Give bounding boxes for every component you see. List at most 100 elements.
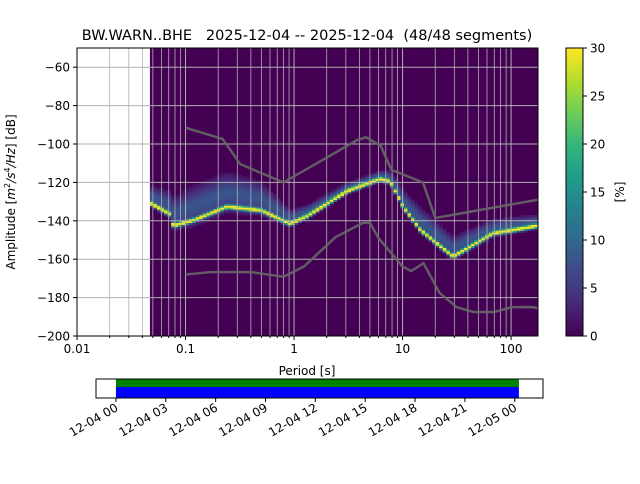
heatmap-cell — [463, 241, 468, 245]
heatmap-cell — [238, 188, 242, 191]
heatmap-cell — [513, 220, 518, 224]
heatmap-cell — [174, 213, 179, 216]
heatmap-cell — [227, 209, 232, 212]
y-tick-label: −100 — [37, 138, 70, 152]
heatmap-cell — [255, 182, 260, 185]
heatmap-cell — [509, 222, 514, 225]
heatmap-cell — [386, 178, 391, 181]
heatmap-cell — [379, 174, 384, 177]
heatmap-cell — [220, 193, 225, 197]
heatmap-cell — [446, 243, 451, 247]
heatmap-cell — [241, 195, 246, 199]
heatmap-cell — [403, 209, 408, 212]
heatmap-cell — [495, 220, 500, 224]
heatmap-cell — [453, 257, 458, 260]
heatmap-cell — [195, 195, 200, 199]
heatmap-cell — [195, 211, 200, 214]
heatmap-cell — [224, 188, 228, 191]
heatmap-cell — [312, 209, 317, 212]
heatmap-cell — [354, 178, 359, 181]
heatmap-cell — [266, 211, 271, 214]
heatmap-cell — [428, 220, 433, 224]
heatmap-cell — [206, 203, 211, 206]
heatmap-cell — [506, 218, 511, 222]
heatmap-cell — [266, 195, 271, 199]
heatmap-cell — [534, 215, 538, 218]
heatmap-cell — [252, 190, 257, 193]
heatmap-cell — [453, 241, 458, 245]
heatmap-cell — [269, 195, 274, 199]
heatmap-cell — [527, 228, 532, 231]
heatmap-cell — [432, 220, 436, 224]
heatmap-cell — [202, 205, 207, 208]
heatmap-cell — [435, 232, 440, 235]
heatmap-cell — [428, 238, 433, 241]
heatmap-cell — [220, 199, 225, 202]
heatmap-cell — [361, 182, 366, 185]
heatmap-cell — [301, 213, 306, 216]
colorbar-tick-label: 15 — [590, 186, 605, 200]
heatmap-cell — [262, 211, 267, 214]
heatmap-cell — [365, 184, 369, 187]
heatmap-cell — [195, 209, 200, 212]
heatmap-cell — [463, 247, 468, 250]
heatmap-cell — [234, 182, 239, 185]
heatmap-cell — [301, 218, 306, 222]
heatmap-cell — [439, 226, 444, 229]
heatmap-cell — [523, 222, 528, 225]
heatmap-cell — [227, 174, 232, 177]
heatmap-cell — [220, 174, 225, 177]
heatmap-cell — [241, 205, 246, 208]
heatmap-cell — [153, 188, 158, 191]
heatmap-cell — [428, 230, 433, 233]
heatmap-cell — [428, 215, 433, 218]
nlnm-line — [185, 221, 538, 314]
heatmap-cell — [428, 228, 433, 231]
heatmap-cell — [181, 203, 186, 206]
heatmap-cell — [280, 201, 285, 204]
heatmap-cell — [435, 234, 440, 237]
heatmap-cell — [463, 240, 468, 243]
heatmap-cell — [509, 230, 514, 233]
heatmap-cell — [231, 186, 235, 189]
heatmap-cell — [255, 192, 260, 195]
heatmap-cell — [305, 213, 309, 216]
heatmap-cell — [442, 228, 447, 231]
heatmap-cell — [156, 205, 161, 208]
heatmap-cell — [192, 203, 197, 206]
coverage-tick-label: 12-05 00 — [466, 400, 520, 439]
heatmap-cell — [439, 243, 444, 247]
heatmap-cell — [199, 215, 204, 218]
heatmap-cell — [185, 207, 190, 210]
heatmap-cell — [516, 228, 521, 231]
heatmap-cell — [428, 226, 433, 229]
heatmap-cell — [298, 215, 302, 218]
heatmap-cell — [329, 190, 334, 193]
heatmap-cell — [266, 193, 271, 197]
heatmap-cell — [467, 241, 472, 245]
heatmap-cell — [534, 218, 538, 222]
heatmap-cell — [435, 224, 440, 227]
heatmap-cell — [478, 230, 482, 233]
heatmap-cell — [213, 216, 218, 220]
heatmap-cell — [418, 218, 422, 222]
x-tick-label: 0.1 — [176, 342, 195, 356]
heatmap-cell — [213, 184, 218, 187]
heatmap-cell — [432, 228, 436, 231]
heatmap-cell — [185, 222, 190, 225]
heatmap-cell — [213, 193, 218, 197]
heatmap-cell — [414, 224, 419, 227]
heatmap-cell — [167, 199, 172, 202]
heatmap-cell — [195, 205, 200, 208]
heatmap-cell — [231, 211, 235, 214]
heatmap-cell — [308, 205, 313, 208]
heatmap-cell — [488, 236, 493, 239]
heatmap-cell — [216, 188, 221, 191]
heatmap-cell — [396, 182, 401, 185]
heatmap-cell — [470, 241, 475, 245]
heatmap-cell — [199, 184, 204, 187]
heatmap-cell — [216, 211, 221, 214]
heatmap-cell — [227, 205, 232, 208]
heatmap-cell — [393, 184, 398, 187]
heatmap-cell — [301, 215, 306, 218]
